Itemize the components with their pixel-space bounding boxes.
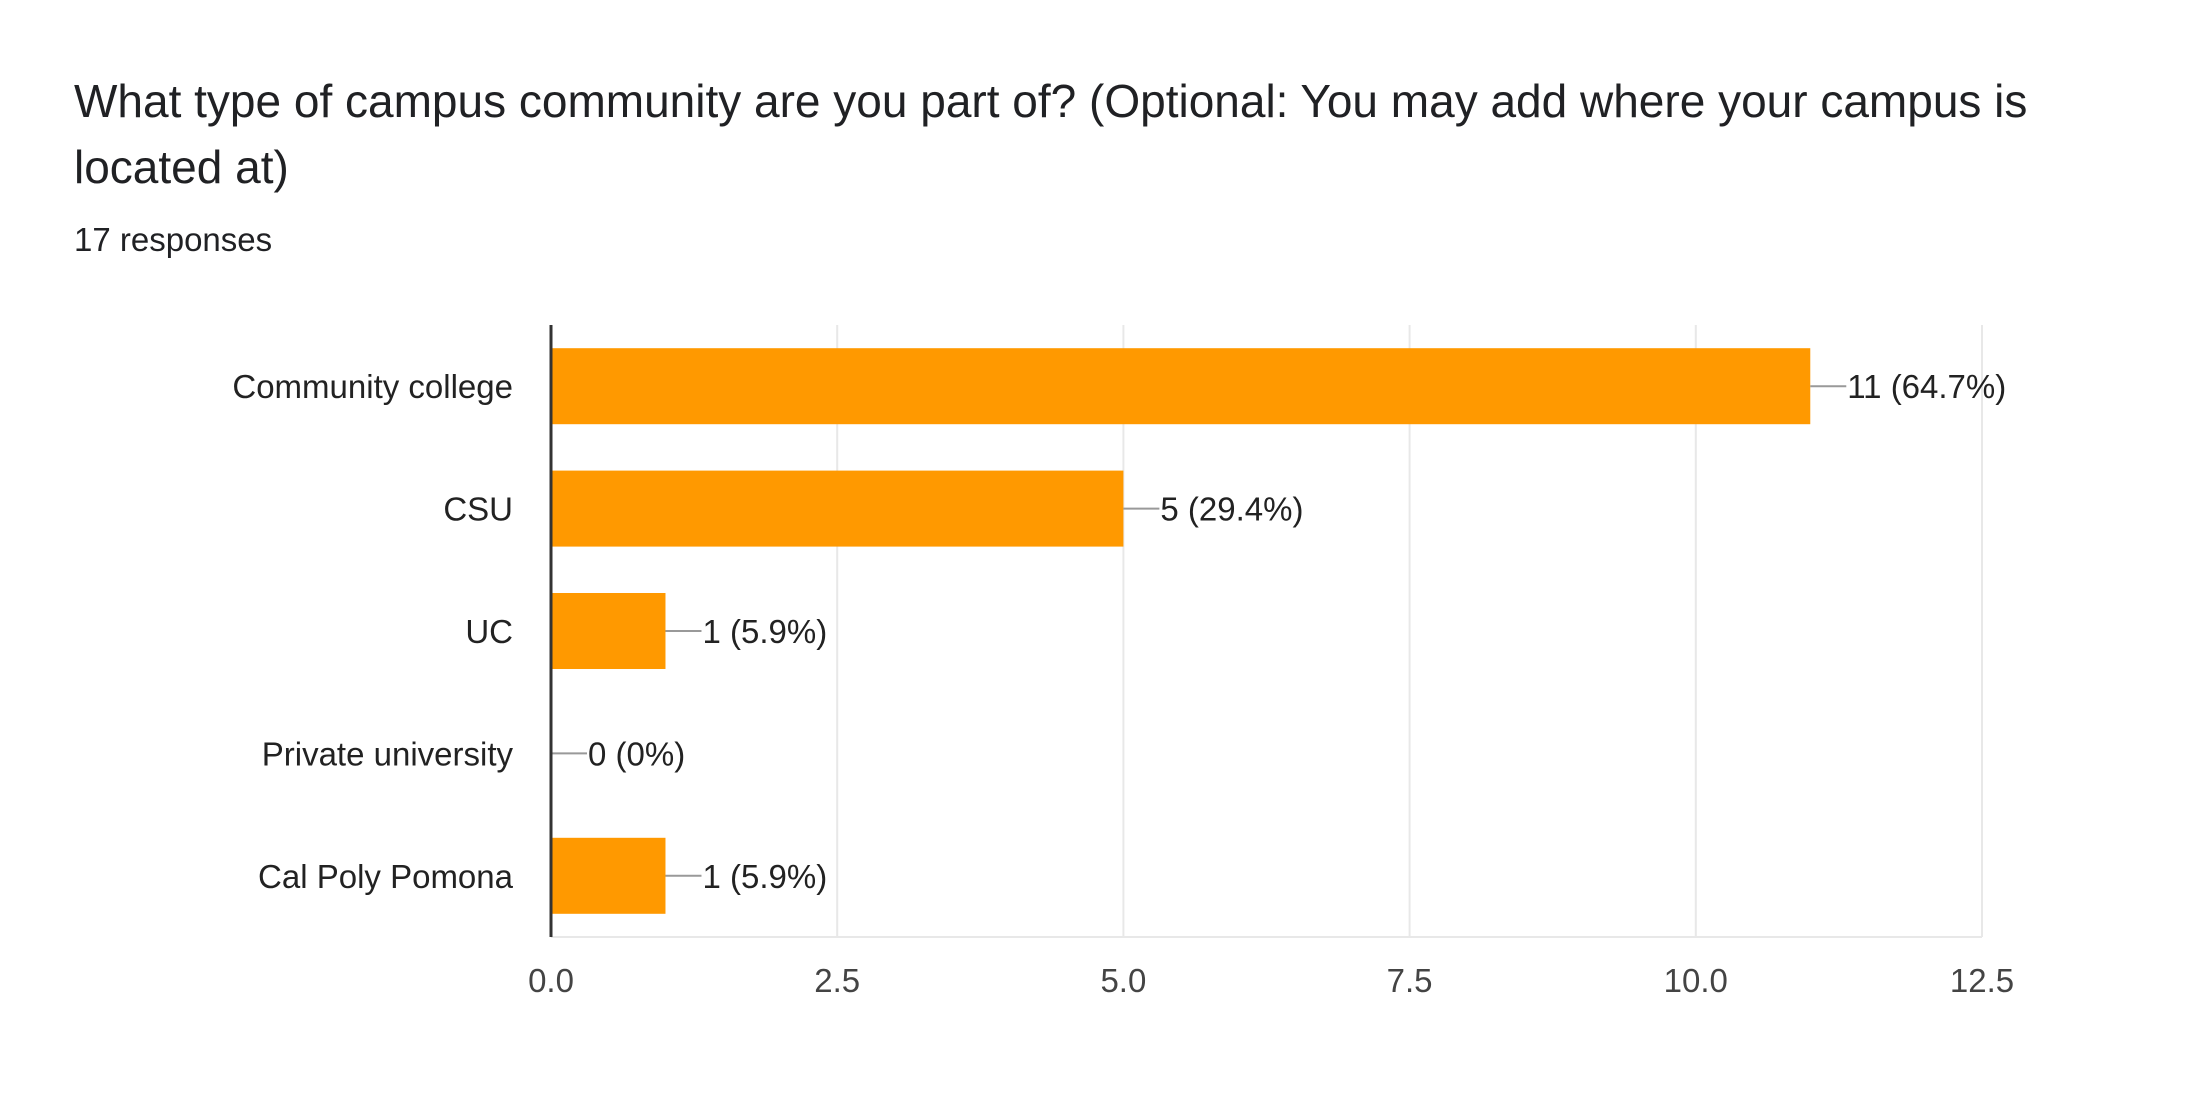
x-tick-label: 0.0 xyxy=(528,962,574,999)
category-label: Cal Poly Pomona xyxy=(258,858,514,895)
response-count: 17 responses xyxy=(74,221,273,258)
x-tick-label: 5.0 xyxy=(1100,962,1146,999)
question-title: What type of campus community are you pa… xyxy=(74,75,2028,193)
x-tick-label: 2.5 xyxy=(814,962,860,999)
category-label: Private university xyxy=(262,735,514,772)
x-tick-label: 10.0 xyxy=(1664,962,1728,999)
category-label: Community college xyxy=(232,368,513,405)
category-label: CSU xyxy=(443,491,513,528)
data-label: 1 (5.9%) xyxy=(702,858,827,895)
category-label: UC xyxy=(465,613,513,650)
bar xyxy=(551,593,666,669)
bar xyxy=(551,348,1811,425)
data-label: 1 (5.9%) xyxy=(702,613,827,650)
data-label: 0 (0%) xyxy=(588,735,685,772)
bar xyxy=(551,470,1124,547)
x-tick-label: 12.5 xyxy=(1950,962,2014,999)
data-label: 11 (64.7%) xyxy=(1847,368,2006,405)
data-label: 5 (29.4%) xyxy=(1160,491,1303,528)
x-tick-label: 7.5 xyxy=(1387,962,1433,999)
bar xyxy=(551,837,666,914)
